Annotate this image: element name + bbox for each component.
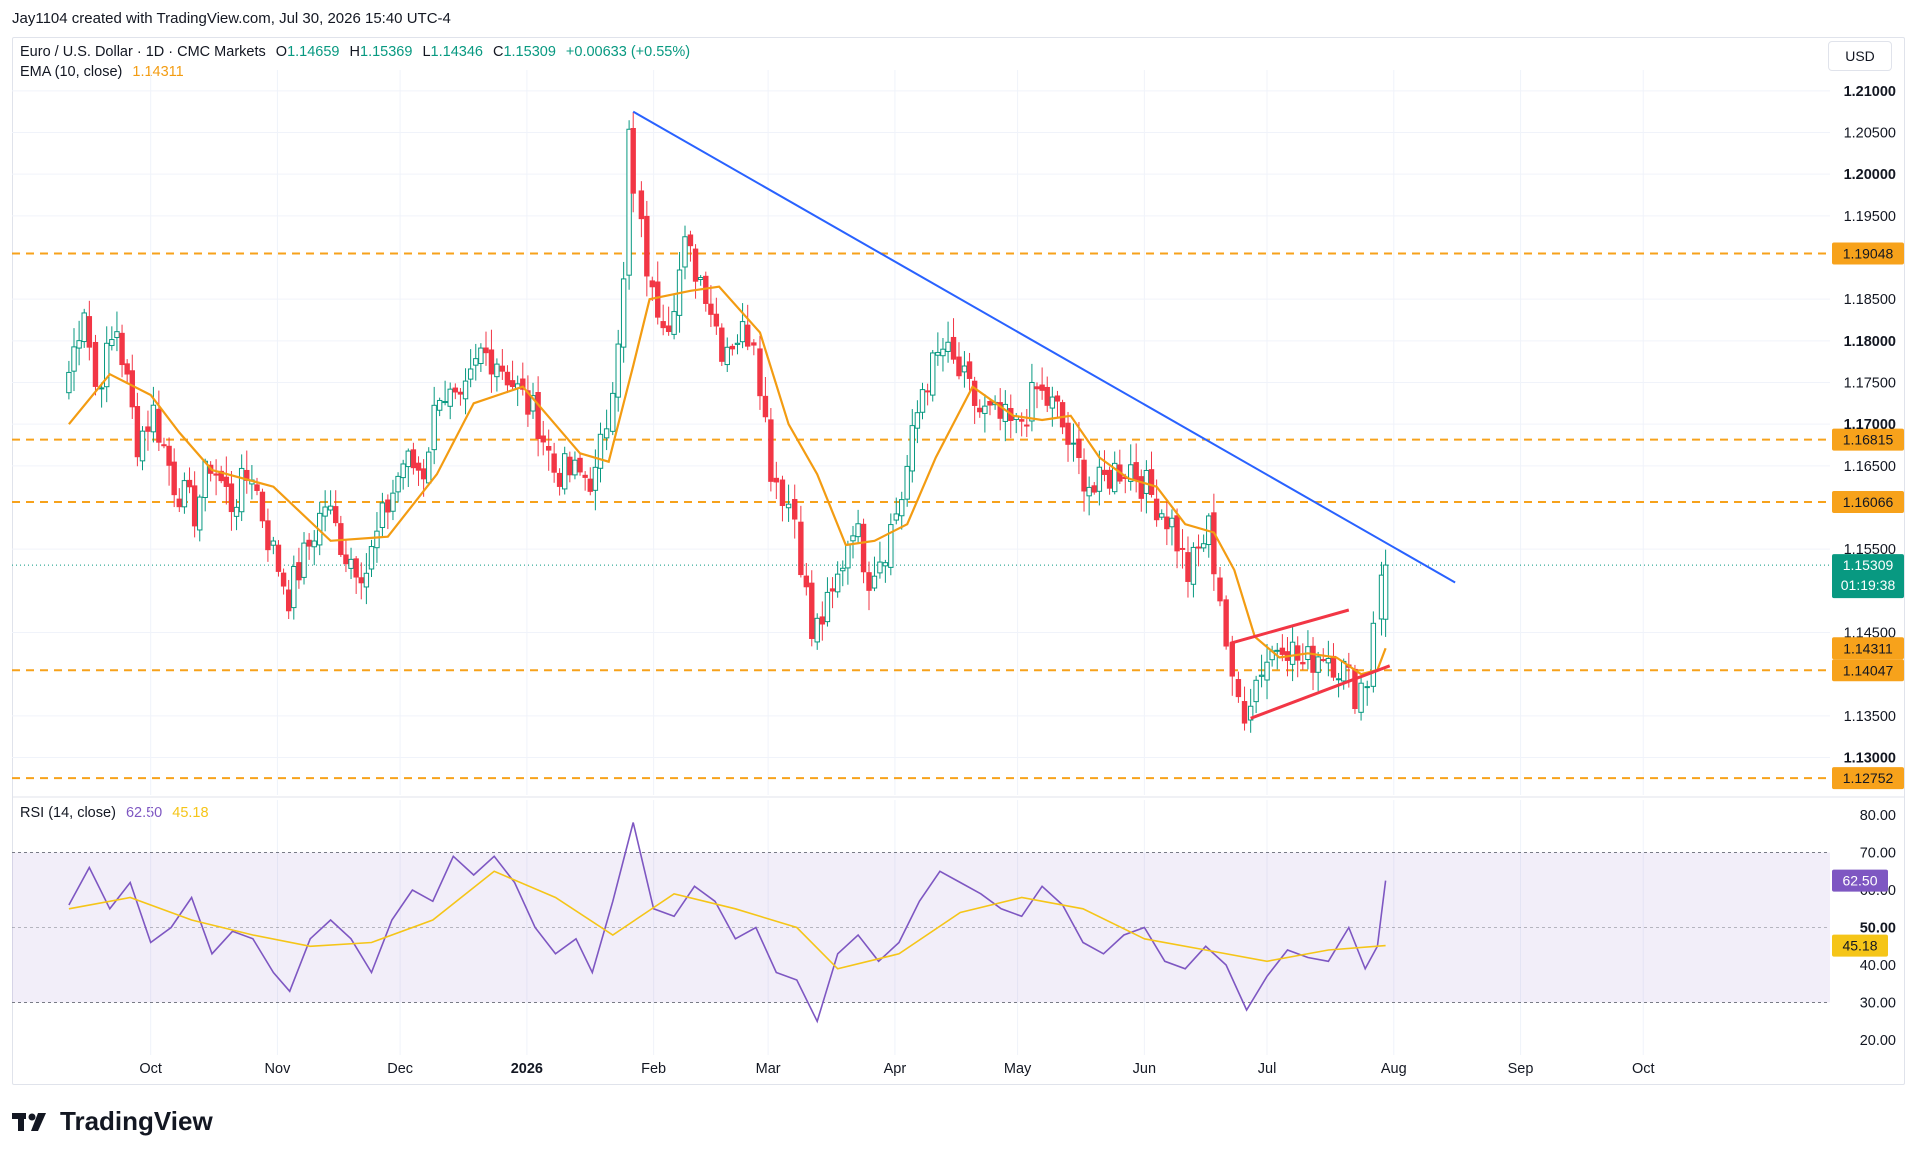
price-legend: Euro / U.S. Dollar · 1D · CMC Markets O1… [20,44,696,60]
rsi-ma-value: 45.18 [172,805,209,821]
ema-legend: EMA (10, close) 1.14311 [20,64,190,80]
open-value: 1.14659 [287,44,340,60]
high-key: H [349,44,360,60]
rsi-legend: RSI (14, close) 62.50 45.18 [20,805,215,821]
tradingview-logo-icon [12,1112,46,1131]
low-value: 1.14346 [430,44,483,60]
chart-frame [12,37,1905,1085]
attribution: Jay1104 created with TradingView.com, Ju… [12,10,451,27]
brand-logo[interactable]: TradingView [12,1106,213,1137]
currency-button[interactable]: USD [1828,41,1892,71]
rsi-value: 62.50 [125,805,163,821]
ema-label[interactable]: EMA (10, close) [20,64,123,80]
ema-value: 1.14311 [132,64,184,80]
close-key: C [492,44,504,60]
high-value: 1.15369 [360,44,413,60]
change-value: +0.00633 (+0.55%) [565,44,691,60]
low-key: L [422,44,431,60]
brand-name: TradingView [60,1106,213,1136]
rsi-label[interactable]: RSI (14, close) [20,805,116,821]
close-value: 1.15309 [503,44,556,60]
open-key: O [275,44,288,60]
symbol-title[interactable]: Euro / U.S. Dollar · 1D · CMC Markets [20,44,266,60]
